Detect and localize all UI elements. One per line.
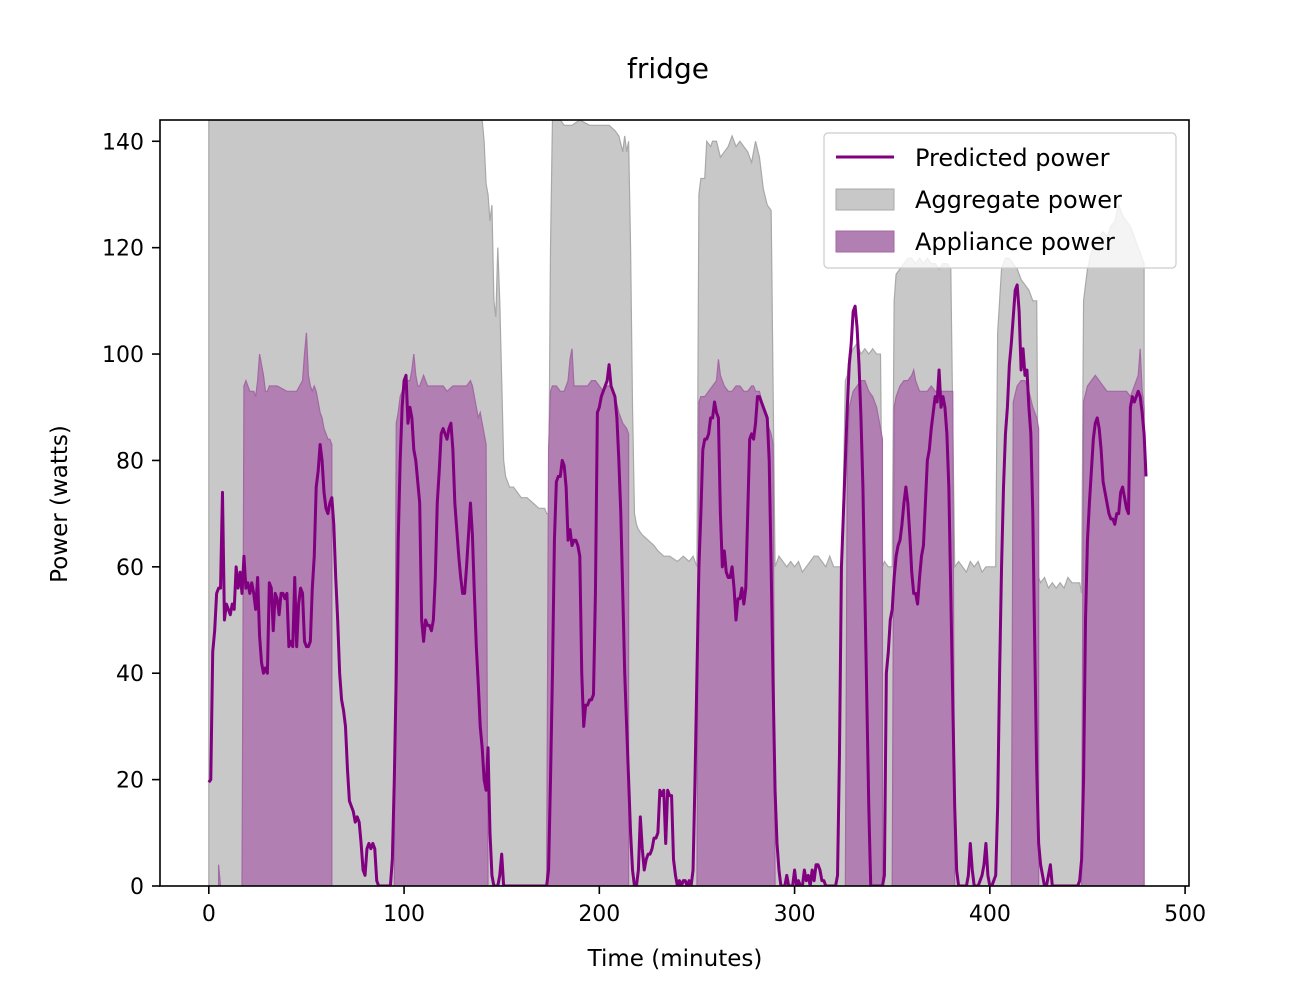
legend: Predicted power Aggregate power Applianc… bbox=[823, 132, 1177, 269]
y-tick-label: 40 bbox=[116, 662, 144, 687]
y-tick-label: 120 bbox=[102, 237, 144, 262]
y-tick-label: 0 bbox=[130, 875, 144, 900]
axes: 0 100 200 300 400 500 0 20 40 60 80 100 120 140 bbox=[102, 119, 1206, 927]
y-tick-label: 140 bbox=[102, 130, 144, 155]
x-tick-label: 300 bbox=[774, 902, 816, 927]
predicted-power-line bbox=[207, 283, 1148, 886]
legend-label-appliance-power: Appliance power bbox=[915, 228, 1115, 256]
legend-swatch-aggregate-power bbox=[835, 188, 895, 211]
x-tick-label: 100 bbox=[383, 902, 425, 927]
x-tick-label: 0 bbox=[202, 902, 216, 927]
y-tick-label: 60 bbox=[116, 556, 144, 581]
x-tick-label: 200 bbox=[578, 902, 620, 927]
plot-frame bbox=[159, 119, 1190, 887]
y-axis-label: Power (watts) bbox=[47, 425, 73, 583]
legend-label-aggregate-power: Aggregate power bbox=[915, 186, 1122, 214]
plot-area bbox=[207, 120, 1148, 886]
legend-swatch-appliance-power bbox=[835, 230, 895, 253]
chart-title: fridge bbox=[627, 52, 709, 85]
y-tick-label: 20 bbox=[116, 769, 144, 794]
x-axis-label: Time (minutes) bbox=[587, 946, 763, 972]
legend-frame bbox=[823, 132, 1177, 269]
x-tick-label: 500 bbox=[1164, 902, 1206, 927]
y-tick-label: 80 bbox=[116, 449, 144, 474]
x-tick-label: 400 bbox=[969, 902, 1011, 927]
y-tick-label: 100 bbox=[102, 343, 144, 368]
legend-label-predicted-power: Predicted power bbox=[915, 144, 1110, 172]
